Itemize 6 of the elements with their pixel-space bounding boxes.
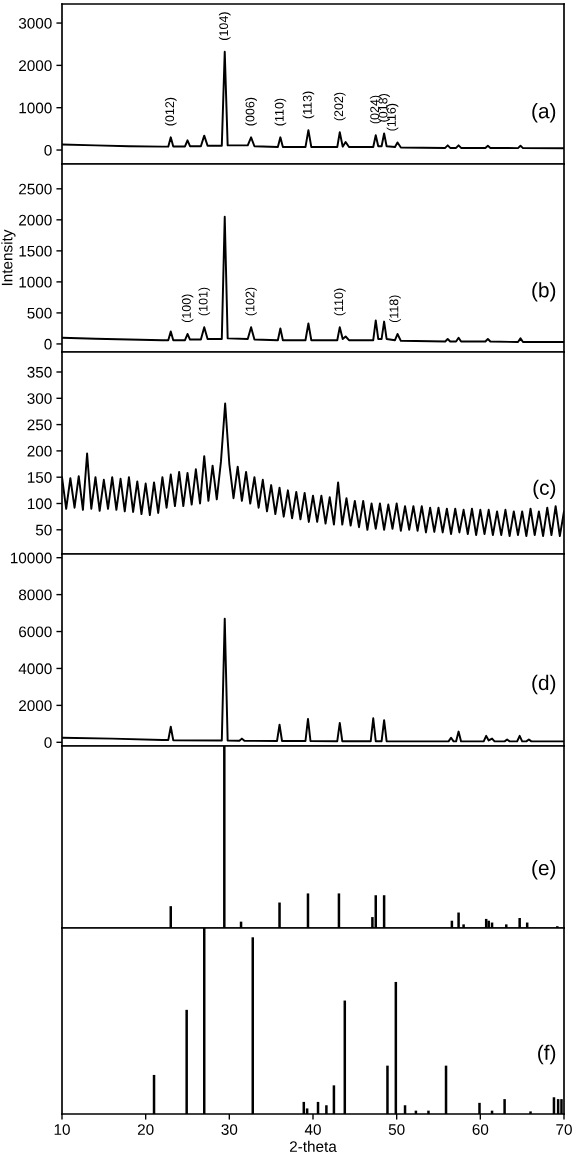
annotation: (f) <box>538 1044 556 1065</box>
annotation: (b) <box>532 282 556 302</box>
annotation: (c) <box>533 479 556 500</box>
annotation: (a) <box>532 103 556 123</box>
annotation: (d) <box>532 674 556 695</box>
annotation: (e) <box>532 860 556 880</box>
